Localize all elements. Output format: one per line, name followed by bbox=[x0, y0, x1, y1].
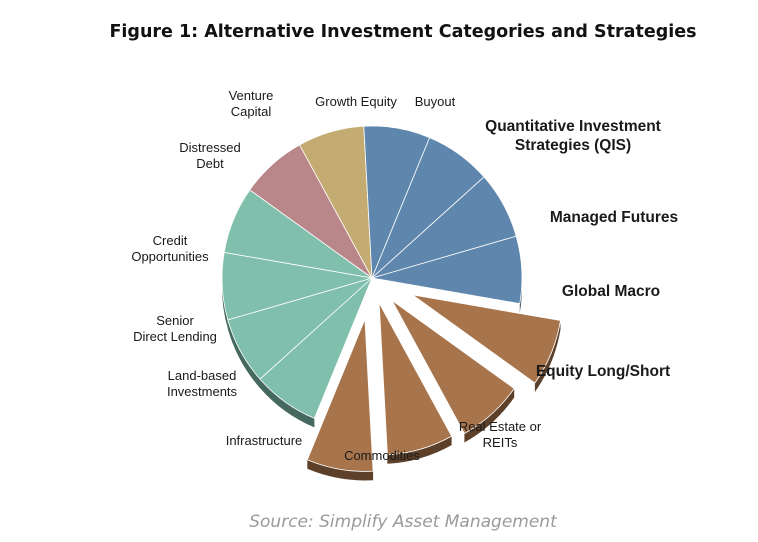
label-land-based-investments: Land-based Investments bbox=[167, 368, 238, 399]
slice-rim-commodities bbox=[227, 319, 260, 389]
label-venture-capital: Venture Capital bbox=[229, 88, 274, 119]
label-managed-futures: Managed Futures bbox=[550, 209, 678, 226]
label-infrastructure: Infrastructure bbox=[226, 433, 303, 448]
label-global-macro: Global Macro bbox=[562, 283, 660, 300]
slice-rim-real-estate-or-reits bbox=[260, 379, 315, 428]
label-senior-direct-lending: Senior Direct Lending bbox=[133, 313, 217, 344]
slice-rim-quantitative-investment-strategies-qis bbox=[534, 320, 561, 392]
label-equity-long-short: Equity Long/Short bbox=[536, 363, 670, 380]
pie-slices bbox=[221, 125, 561, 472]
label-credit-opportunities: Credit Opportunities bbox=[131, 233, 209, 264]
slice-equity-long-short bbox=[306, 319, 374, 472]
label-growth-equity: Growth Equity bbox=[315, 94, 397, 109]
label-commodities: Commodities bbox=[344, 448, 420, 463]
slice-managed-futures bbox=[391, 300, 515, 435]
slice-growth-equity bbox=[371, 176, 517, 279]
slice-labels: Buyout Quantitative Investment Strategies … bbox=[131, 88, 678, 463]
slice-global-macro bbox=[378, 302, 453, 456]
chart-title: Figure 1: Alternative Investment Categor… bbox=[109, 22, 697, 42]
slice-rim-equity-long-short bbox=[307, 459, 374, 481]
slice-rim-global-macro bbox=[387, 436, 452, 464]
slice-rim-managed-futures bbox=[464, 388, 515, 443]
label-real-estate-or-reits: Real Estate or REITs bbox=[459, 419, 542, 450]
slice-rim-infrastructure bbox=[222, 252, 228, 329]
slice-quantitative-investment-strategies-qis bbox=[412, 294, 561, 384]
label-quantitative-investment-strategies-qis: Quantitative Investment Strategies (QIS) bbox=[485, 118, 661, 154]
label-distressed-debt: Distressed Debt bbox=[179, 140, 240, 171]
chart-source: Source: Simplify Asset Management bbox=[249, 512, 557, 532]
label-buyout: Buyout bbox=[415, 94, 456, 109]
